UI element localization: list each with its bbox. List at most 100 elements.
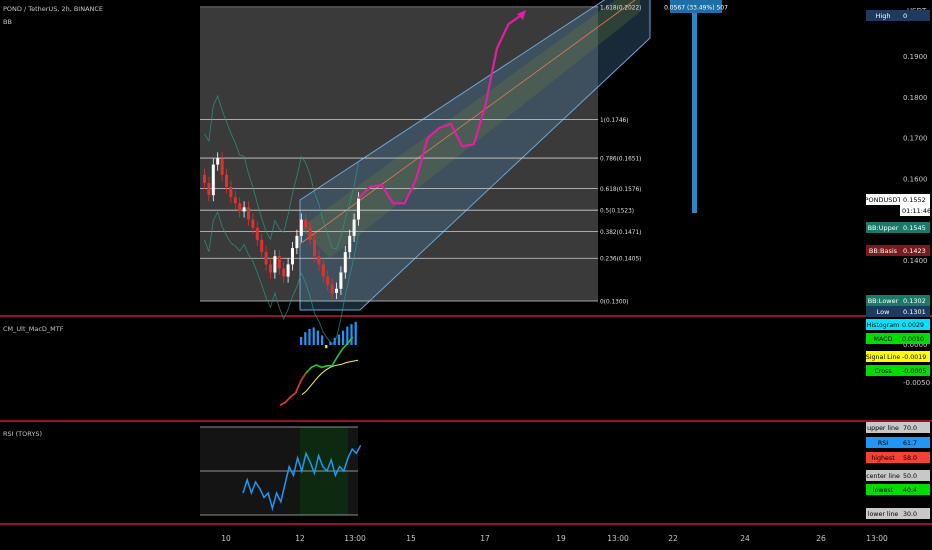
pond-price-badge[interactable]: PONDUSDT 0.1552 (865, 194, 930, 205)
candle[interactable] (277, 256, 281, 269)
candle[interactable] (255, 227, 259, 240)
candle[interactable] (339, 272, 343, 289)
pond-price-badge-value: 0.1552 (903, 196, 926, 204)
macd-badge[interactable]: Histogram 0.0029 (866, 319, 930, 330)
bb-lower-line[interactable] (204, 211, 359, 346)
rsi-line[interactable] (242, 444, 362, 512)
candle[interactable] (220, 158, 224, 175)
candle[interactable] (251, 219, 255, 228)
rsi-badge[interactable]: center line 50.0 (866, 470, 930, 481)
candle[interactable] (233, 197, 237, 204)
measure-ruler[interactable]: 0.0567 (33.49%) 507 (664, 0, 728, 213)
candle[interactable] (357, 198, 360, 220)
macd-line-bearish (279, 372, 307, 406)
macd-histogram-bar[interactable] (300, 337, 303, 345)
high-badge[interactable]: High 0 (866, 10, 930, 21)
time-tick: 26 (816, 534, 826, 543)
projection-path[interactable] (357, 15, 521, 205)
macd-histogram-bar[interactable] (337, 334, 340, 345)
candle[interactable] (348, 235, 352, 253)
macd-histogram-bar[interactable] (342, 330, 345, 345)
candle[interactable] (352, 219, 356, 236)
macd-badge-value: -0.0005 (902, 368, 926, 375)
macd-histogram-bar[interactable] (308, 329, 311, 345)
bb-upper-line[interactable] (204, 94, 359, 250)
candle[interactable] (308, 227, 312, 240)
rsi-badge-label: lowest (873, 487, 894, 494)
rsi-badge-label: upper line (867, 425, 899, 432)
macd-histogram-bar[interactable] (325, 345, 328, 349)
macd-badge[interactable]: Signal Line -0.0019 (866, 351, 930, 362)
rsi-badge[interactable]: highest 58.0 (866, 452, 930, 463)
fib-level-label: 0.382(0.1471) (600, 230, 641, 236)
candle[interactable] (299, 219, 303, 236)
candle[interactable] (313, 239, 316, 257)
regression-channel[interactable] (299, 0, 651, 311)
fib-level-label: 0.236(0.1405) (600, 257, 641, 263)
candle[interactable] (330, 284, 334, 293)
macd-histogram-bar[interactable] (350, 324, 353, 345)
macd-histogram-bar[interactable] (333, 337, 336, 345)
candle[interactable] (229, 186, 233, 198)
candle[interactable] (295, 235, 299, 249)
macd-badge[interactable]: MACD 0.0010 (866, 333, 930, 344)
fib-level-label: 1.618(0.2022) (600, 6, 641, 12)
candle[interactable] (335, 288, 338, 293)
time-tick: 13:00 (866, 534, 888, 543)
candle[interactable] (291, 248, 294, 265)
candle[interactable] (286, 264, 290, 277)
rsi-badge-value: 61.7 (903, 440, 917, 447)
bb-indicator-label[interactable]: BB (3, 18, 12, 26)
candle[interactable] (247, 207, 250, 220)
macd-histogram-bar[interactable] (316, 330, 319, 345)
price-tick: 0.1700 (903, 135, 928, 143)
candle[interactable] (317, 256, 321, 265)
macd-histogram-bar[interactable] (346, 326, 349, 345)
candle[interactable] (203, 174, 206, 183)
macd-histogram-bar[interactable] (304, 332, 307, 345)
macd-histogram-bar[interactable] (312, 327, 315, 345)
macd-histogram-bar[interactable] (354, 321, 357, 345)
candle[interactable] (238, 203, 242, 212)
candle[interactable] (216, 158, 220, 165)
ruler-label: 0.0567 (33.49%) 507 (664, 5, 728, 12)
macd-signal-line[interactable] (301, 359, 359, 395)
time-tick: 22 (668, 534, 678, 543)
candle[interactable] (225, 174, 228, 187)
candle[interactable] (260, 239, 264, 253)
candle[interactable] (273, 256, 277, 273)
candle[interactable] (269, 264, 272, 273)
rsi-indicator-label[interactable]: RSI (TORYS) (3, 430, 42, 438)
rsi-badge[interactable]: upper line 70.0 (866, 422, 930, 433)
macd-line[interactable] (279, 336, 354, 406)
macd-badge-label: Signal Line (866, 354, 901, 361)
candle[interactable] (326, 276, 330, 285)
rsi-badge[interactable]: lower line 30.0 (866, 508, 930, 519)
pond-price-badge-label: PONDUSDT (865, 196, 902, 204)
candle[interactable] (282, 268, 286, 277)
bb-upper-badge[interactable]: BB:Upper 0.1545 (866, 222, 930, 233)
low-badge[interactable]: Low 0.1301 (866, 306, 930, 317)
time-axis[interactable]: 10 12 13:00 15 17 19 13:00 22 24 26 13:00 (221, 534, 888, 543)
candle[interactable] (304, 219, 308, 228)
bb-lower-badge[interactable]: BB:Lower 0.1302 (866, 295, 930, 306)
fib-level-label: 1(0.1746) (600, 118, 629, 124)
macd-histogram-bar[interactable] (321, 335, 324, 345)
candle[interactable] (321, 264, 325, 277)
candle[interactable] (264, 252, 268, 265)
candle[interactable] (211, 164, 215, 196)
rsi-badge[interactable]: lowest 40.4 (866, 484, 930, 495)
macd-indicator-label[interactable]: CM_Ult_MacD_MTF (3, 325, 64, 333)
macd-histogram-bar[interactable] (329, 341, 332, 345)
bb-upper-badge-label: BB:Upper (868, 224, 899, 232)
candle[interactable] (242, 207, 246, 212)
rsi-badge-label: center line (866, 473, 900, 480)
candle[interactable] (207, 182, 211, 196)
symbol-title[interactable]: POND / TetherUS, 2h, BINANCE (3, 5, 103, 13)
macd-badge[interactable]: Cross -0.0005 (866, 365, 930, 376)
rsi-badge[interactable]: RSI 61.7 (866, 437, 930, 448)
low-badge-label: Low (877, 308, 890, 316)
bb-basis-badge[interactable]: BB:Basis 0.1423 (866, 245, 930, 256)
candle[interactable] (343, 252, 347, 273)
